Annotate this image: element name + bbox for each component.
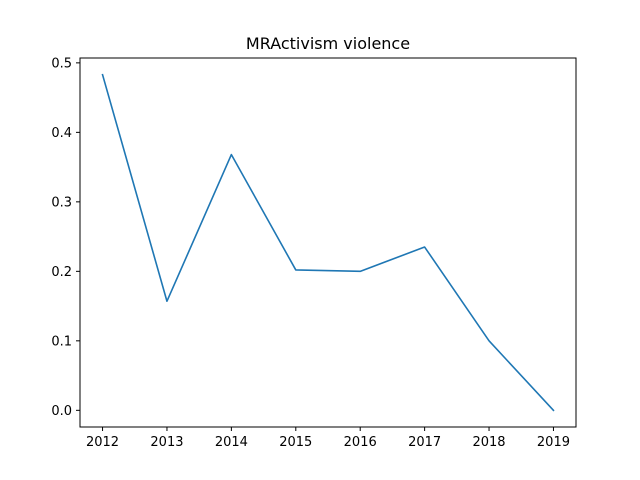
x-tick-label: 2019 [537,435,570,450]
y-tick-label: 0.4 [51,126,72,141]
y-tick-label: 0.1 [51,334,72,349]
y-tick-label: 0.2 [51,265,72,280]
x-tick-label: 2012 [86,435,119,450]
x-tick-label: 2014 [215,435,248,450]
x-tick-label: 2018 [472,435,505,450]
x-tick-label: 2017 [408,435,441,450]
data-series [101,73,555,412]
y-tick-label: 0.0 [51,404,72,419]
x-tick-label: 2015 [279,435,312,450]
axis-ticks: 2012 2013 2014 2015 2016 2017 2018 2019 0.0 0.1 0.… [51,56,570,450]
x-tick-label: 2016 [344,435,377,450]
plot-area-frame [79,57,577,428]
series-line [101,73,555,412]
y-tick-label: 0.3 [51,195,72,210]
y-tick-label: 0.5 [51,56,72,71]
x-tick-label: 2013 [150,435,183,450]
chart-title: MRActivism violence [246,34,410,53]
